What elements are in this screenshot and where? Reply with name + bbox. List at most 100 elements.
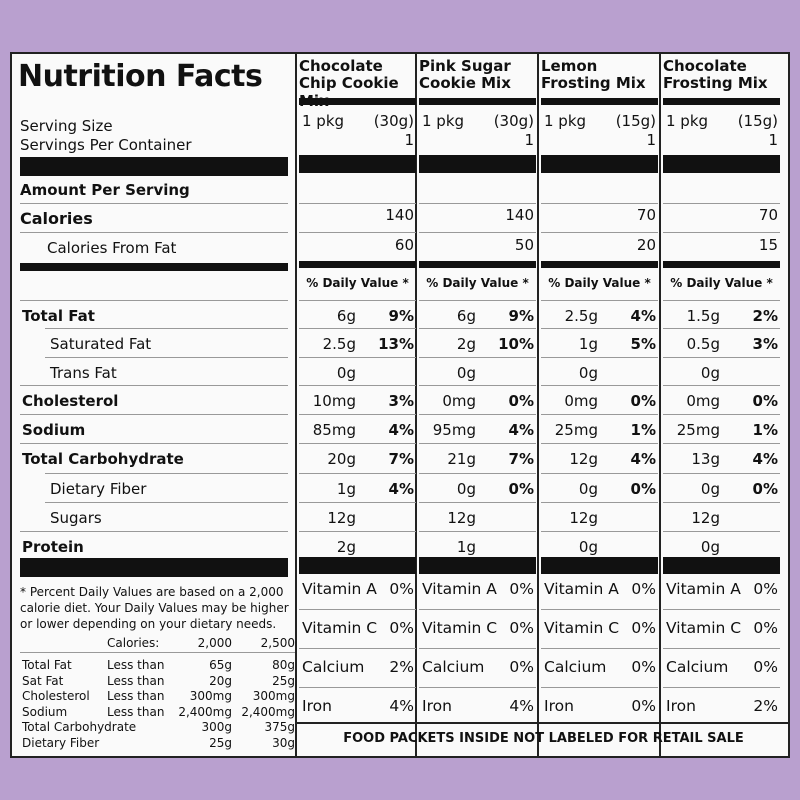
- amount: 2g: [336, 538, 356, 556]
- amount: 1g: [336, 480, 356, 498]
- servings: 1: [768, 131, 778, 149]
- black-bar: [419, 261, 536, 268]
- footnote-cell: Less than: [107, 658, 165, 672]
- amount: 6g: [336, 307, 356, 325]
- daily-value: 3%: [388, 392, 414, 410]
- vitamin-value: 0%: [509, 619, 534, 637]
- footnote-cell: Less than: [107, 673, 165, 688]
- vitamin-value: 0%: [631, 658, 656, 676]
- daily-value: 9%: [508, 307, 534, 325]
- footer-box: [297, 722, 790, 724]
- daily-value: 7%: [508, 450, 534, 468]
- amount: 1.5g: [686, 307, 720, 325]
- vitamin-name: Vitamin A: [666, 580, 741, 598]
- black-bar: [541, 98, 658, 105]
- nutrient-name: Protein: [22, 538, 84, 556]
- amount: 25mg: [554, 421, 598, 439]
- amount: 95mg: [432, 421, 476, 439]
- amount: 20g: [327, 450, 356, 468]
- black-bar: [419, 98, 536, 105]
- footnote-cell: Less than: [107, 704, 165, 719]
- footnote-header: 2,000: [197, 636, 232, 650]
- rule: [20, 652, 295, 653]
- vitamin-name: Calcium: [666, 658, 729, 676]
- amount: 0g: [456, 480, 476, 498]
- amount: 0g: [578, 364, 598, 382]
- vitamin-name: Calcium: [302, 658, 365, 676]
- product-name: Chocolate Frosting Mix: [663, 57, 768, 93]
- vitamin-name: Vitamin A: [544, 580, 619, 598]
- amount: 2.5g: [564, 307, 598, 325]
- rule: [20, 203, 288, 204]
- black-bar: [663, 98, 780, 105]
- servings: 1: [404, 131, 414, 149]
- rule: [419, 473, 536, 474]
- black-bar: [541, 557, 658, 574]
- rule: [663, 357, 780, 358]
- footnote-cell: Dietary Fiber: [22, 736, 100, 750]
- amount: 13g: [691, 450, 720, 468]
- amount: 0g: [578, 480, 598, 498]
- rule: [299, 531, 416, 532]
- rule: [419, 531, 536, 532]
- footnote-header: 2,500: [260, 636, 295, 650]
- rule: [663, 609, 780, 610]
- amount: 2g: [456, 335, 476, 353]
- vitamin-value: 0%: [509, 658, 534, 676]
- vitamin-value: 0%: [753, 619, 778, 637]
- column-divider: [659, 52, 661, 758]
- rule: [299, 328, 416, 329]
- nutrient-name: Dietary Fiber: [50, 480, 147, 498]
- rule: [663, 687, 780, 688]
- vitamin-name: Calcium: [422, 658, 485, 676]
- vitamin-name: Vitamin C: [422, 619, 498, 637]
- rule: [541, 502, 658, 503]
- black-bar: [299, 261, 416, 268]
- amount: 0.5g: [686, 335, 720, 353]
- amount: 0g: [578, 538, 598, 556]
- rule: [419, 648, 536, 649]
- calories-from-fat: 50: [514, 236, 534, 254]
- rule: [541, 328, 658, 329]
- amount: 21g: [447, 450, 476, 468]
- vitamin-value: 0%: [509, 580, 534, 598]
- footnote-cell: 80g: [272, 658, 295, 672]
- label-text: Serving Size: [20, 117, 113, 135]
- footnote-cell: 375g: [264, 720, 295, 735]
- label-text: Calories: [20, 209, 93, 228]
- vitamin-value: 0%: [389, 580, 414, 598]
- product-name: Pink Sugar Cookie Mix: [419, 57, 511, 93]
- serving-weight: (15g): [737, 112, 778, 130]
- rule: [419, 203, 536, 204]
- footnote-cell: 2,400mg: [178, 704, 232, 719]
- amount: 6g: [456, 307, 476, 325]
- daily-value: 0%: [508, 392, 534, 410]
- daily-value: 0%: [630, 480, 656, 498]
- vitamin-name: Vitamin C: [666, 619, 742, 637]
- rule: [419, 609, 536, 610]
- rule: [663, 414, 780, 415]
- column-divider: [537, 52, 539, 758]
- daily-value: 0%: [630, 392, 656, 410]
- rule: [541, 443, 658, 444]
- footnote-cell: 300mg: [189, 689, 232, 704]
- daily-value: 9%: [388, 307, 414, 325]
- rule: [541, 609, 658, 610]
- rule: [663, 232, 780, 233]
- rule: [663, 328, 780, 329]
- rule: [541, 232, 658, 233]
- vitamin-name: Vitamin A: [422, 580, 497, 598]
- rule: [419, 357, 536, 358]
- footnote-cell: 2,400mg: [241, 704, 295, 719]
- footnote-cell: Sat Fat: [22, 673, 64, 688]
- vitamin-value: 4%: [389, 697, 414, 715]
- black-bar: [299, 98, 416, 105]
- vitamin-name: Calcium: [544, 658, 607, 676]
- label-text: Servings Per Container: [20, 136, 192, 154]
- amount: 0g: [336, 364, 356, 382]
- calories: 70: [758, 206, 778, 224]
- rule: [299, 687, 416, 688]
- vitamin-name: Vitamin A: [302, 580, 377, 598]
- servings: 1: [646, 131, 656, 149]
